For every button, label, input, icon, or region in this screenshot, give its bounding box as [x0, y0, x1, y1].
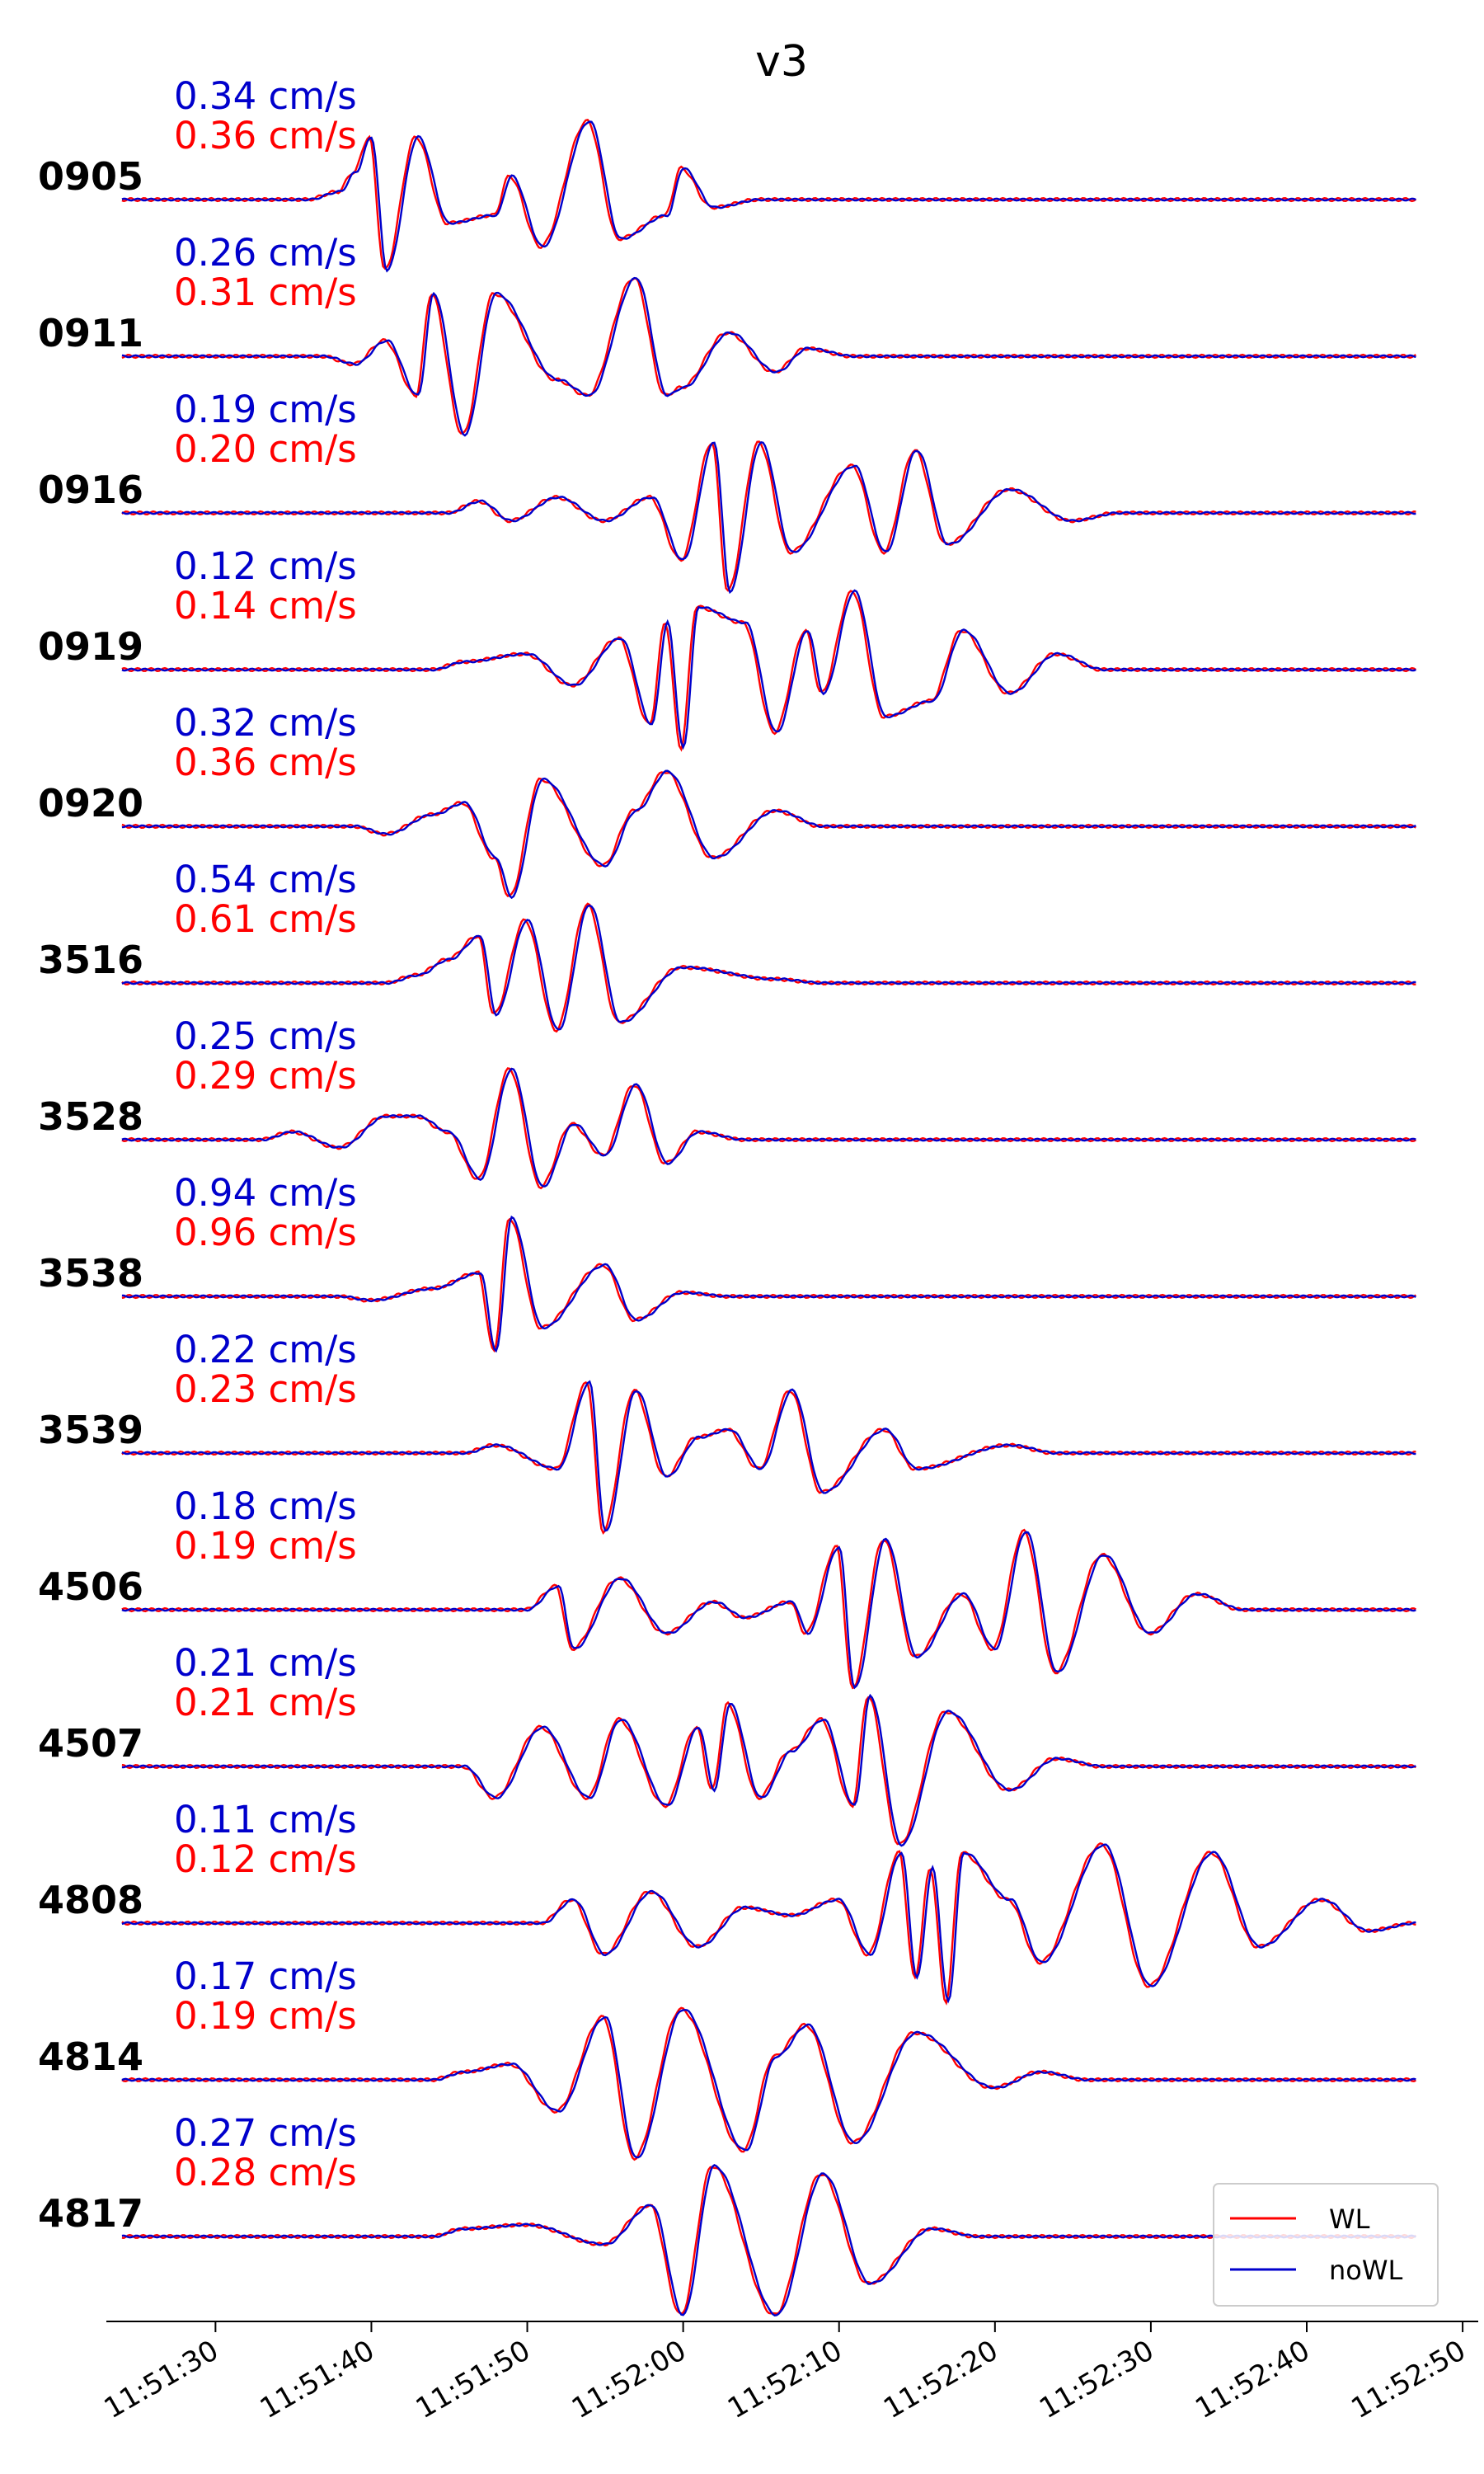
trace-nowl	[121, 589, 1416, 750]
trace-wl	[121, 1067, 1417, 1190]
amplitude-wl-label: 0.36 cm/s	[174, 741, 357, 784]
station-label: 4808	[38, 1878, 143, 1922]
trace-wl	[121, 1528, 1416, 1690]
trace-wl	[121, 771, 1416, 897]
station-label: 3539	[38, 1408, 143, 1452]
trace-wl	[121, 277, 1416, 435]
station-3539: 3539 0.22 cm/s0.23 cm/s	[38, 1328, 1416, 1536]
amplitude-wl-label: 0.19 cm/s	[174, 1994, 357, 2038]
x-tick-label: 11:52:00	[566, 2334, 692, 2425]
trace-nowl	[121, 769, 1416, 900]
trace-nowl	[121, 1380, 1416, 1532]
trace-nowl	[121, 904, 1416, 1031]
amplitude-nowl-label: 0.26 cm/s	[174, 231, 357, 275]
trace-nowl	[121, 2008, 1416, 2159]
station-0905: 0905 0.34 cm/s0.36 cm/s	[38, 74, 1417, 273]
legend-box	[1213, 2183, 1439, 2307]
amplitude-wl-label: 0.19 cm/s	[174, 1524, 357, 1568]
trace-nowl	[121, 120, 1416, 273]
legend-nowl-label: noWL	[1329, 2255, 1403, 2286]
x-tick-label: 11:51:40	[255, 2334, 380, 2425]
trace-nowl	[121, 1693, 1416, 1847]
x-tick-label: 11:52:40	[1190, 2334, 1315, 2425]
trace-nowl	[121, 1843, 1416, 2004]
x-tick-label: 11:51:50	[411, 2334, 536, 2425]
amplitude-wl-label: 0.12 cm/s	[174, 1837, 357, 1881]
station-label: 3538	[38, 1251, 143, 1296]
x-axis: 11:51:30 11:51:40 11:51:50 11:52:00 11:52:10…	[99, 2321, 1478, 2425]
station-3538: 3538 0.94 cm/s0.96 cm/s	[38, 1171, 1417, 1353]
station-label: 4506	[38, 1564, 143, 1609]
amplitude-nowl-label: 0.19 cm/s	[174, 388, 357, 431]
station-4506: 4506 0.18 cm/s0.19 cm/s	[38, 1484, 1416, 1690]
amplitude-wl-label: 0.21 cm/s	[174, 1681, 357, 1724]
station-4808: 4808 0.11 cm/s0.12 cm/s	[38, 1798, 1416, 2006]
trace-nowl	[121, 440, 1416, 595]
x-tick-label: 11:52:10	[722, 2334, 848, 2425]
legend-wl-label: WL	[1329, 2204, 1370, 2235]
x-tick-label: 11:51:30	[99, 2334, 224, 2425]
station-0916: 0916 0.19 cm/s0.20 cm/s	[38, 388, 1416, 595]
amplitude-nowl-label: 0.22 cm/s	[174, 1328, 357, 1371]
station-4507: 4507 0.21 cm/s0.21 cm/s	[38, 1641, 1417, 1847]
amplitude-nowl-label: 0.12 cm/s	[174, 544, 357, 588]
legend: WL noWL	[1213, 2183, 1439, 2307]
chart-title: v3	[755, 37, 808, 87]
amplitude-nowl-label: 0.17 cm/s	[174, 1954, 357, 1998]
amplitude-wl-label: 0.31 cm/s	[174, 270, 357, 314]
station-3528: 3528 0.25 cm/s0.29 cm/s	[38, 1014, 1417, 1190]
station-label: 0911	[38, 311, 143, 355]
amplitude-wl-label: 0.14 cm/s	[174, 584, 357, 628]
amplitude-wl-label: 0.29 cm/s	[174, 1054, 357, 1098]
station-label: 4814	[38, 2034, 143, 2079]
station-label: 0905	[38, 154, 143, 199]
station-label: 3516	[38, 938, 143, 982]
station-4814: 4814 0.17 cm/s0.19 cm/s	[38, 1954, 1416, 2161]
station-label: 3528	[38, 1094, 143, 1139]
trace-nowl	[121, 1531, 1416, 1690]
amplitude-nowl-label: 0.27 cm/s	[174, 2111, 357, 2155]
station-label: 0916	[38, 468, 143, 512]
station-4817: 4817 0.27 cm/s0.28 cm/s	[38, 2111, 1417, 2316]
station-0911: 0911 0.26 cm/s0.31 cm/s	[38, 231, 1416, 437]
amplitude-wl-label: 0.36 cm/s	[174, 114, 357, 158]
station-label: 4507	[38, 1721, 143, 1766]
amplitude-wl-label: 0.23 cm/s	[174, 1367, 357, 1411]
x-tick-label: 11:52:50	[1345, 2334, 1471, 2425]
amplitude-nowl-label: 0.21 cm/s	[174, 1641, 357, 1685]
trace-nowl	[121, 276, 1416, 437]
trace-nowl	[121, 1067, 1416, 1188]
station-label: 0919	[38, 624, 143, 669]
x-tick-label: 11:52:30	[1034, 2334, 1159, 2425]
station-3516: 3516 0.54 cm/s0.61 cm/s	[38, 858, 1416, 1033]
amplitude-wl-label: 0.20 cm/s	[174, 427, 357, 471]
amplitude-wl-label: 0.61 cm/s	[174, 897, 357, 941]
amplitude-nowl-label: 0.94 cm/s	[174, 1171, 357, 1215]
station-0919: 0919 0.12 cm/s0.14 cm/s	[38, 544, 1417, 752]
amplitude-nowl-label: 0.34 cm/s	[174, 74, 357, 118]
trace-nowl	[121, 2163, 1416, 2316]
amplitude-wl-label: 0.96 cm/s	[174, 1211, 357, 1254]
amplitude-nowl-label: 0.54 cm/s	[174, 858, 357, 901]
station-0920: 0920 0.32 cm/s0.36 cm/s	[38, 701, 1416, 900]
trace-nowl	[121, 1216, 1416, 1353]
amplitude-nowl-label: 0.11 cm/s	[174, 1798, 357, 1841]
station-label: 0920	[38, 781, 143, 825]
x-tick-label: 11:52:20	[878, 2334, 1003, 2425]
amplitude-nowl-label: 0.25 cm/s	[174, 1014, 357, 1058]
amplitude-wl-label: 0.28 cm/s	[174, 2151, 357, 2194]
amplitude-nowl-label: 0.18 cm/s	[174, 1484, 357, 1528]
amplitude-nowl-label: 0.32 cm/s	[174, 701, 357, 745]
station-label: 4817	[38, 2191, 143, 2236]
